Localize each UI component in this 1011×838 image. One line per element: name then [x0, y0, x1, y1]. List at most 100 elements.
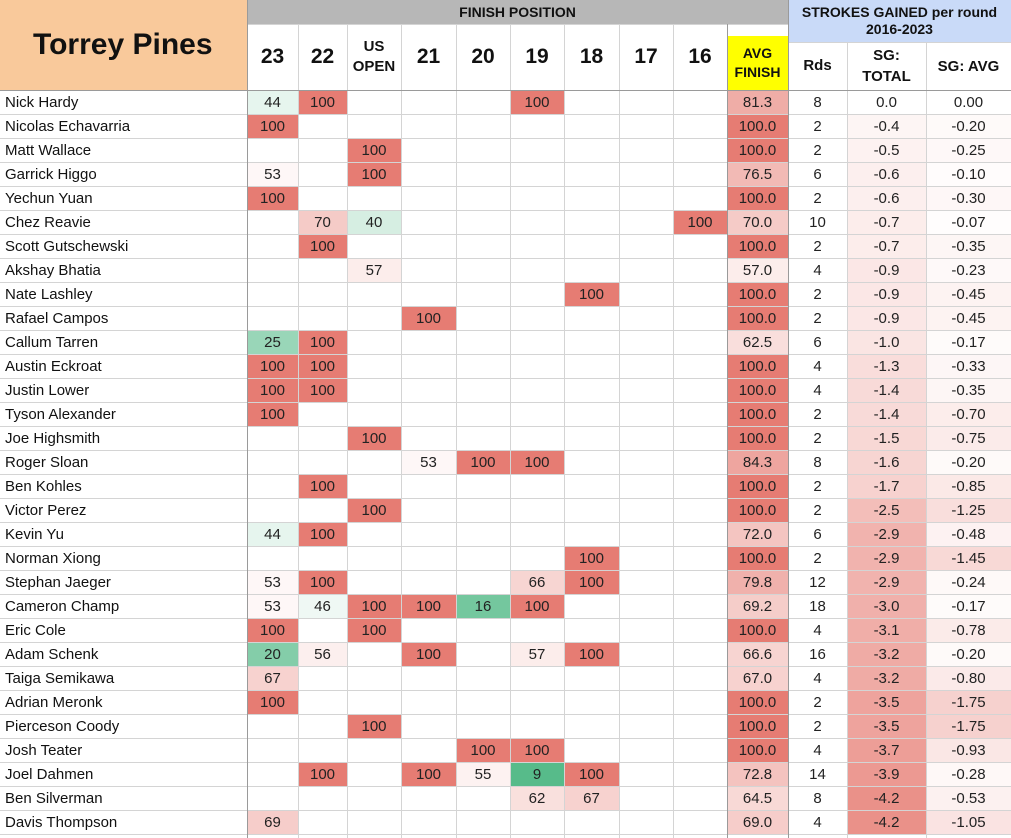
finish-cell: [673, 330, 727, 354]
finish-cell: [564, 810, 619, 834]
sg-avg-cell: -1.75: [926, 690, 1011, 714]
finish-cell: [401, 570, 456, 594]
finish-cell: [619, 786, 673, 810]
rounds-cell: 4: [813, 261, 822, 279]
finish-cell: [510, 138, 564, 162]
finish-cell: [510, 114, 564, 138]
finish-cell: 40: [347, 210, 401, 234]
row-divider: [0, 594, 1011, 595]
finish-cell: [673, 618, 727, 642]
col-divider: [247, 0, 248, 838]
finish-cell: [510, 522, 564, 546]
finish-cell: 16: [456, 594, 510, 618]
finish-cell: [401, 186, 456, 210]
finish-cell: [564, 162, 619, 186]
finish-cell: [298, 498, 347, 522]
avg-finish-cell: 72.0: [727, 522, 788, 546]
row-divider: [0, 186, 1011, 187]
sg-total-cell: -1.3: [847, 354, 926, 378]
finish-cell: 100: [247, 114, 298, 138]
player-name: Justin Lower: [5, 381, 90, 399]
finish-cell: [401, 690, 456, 714]
finish-cell: [619, 186, 673, 210]
finish-cell: [564, 714, 619, 738]
col-header-rds: Rds: [803, 57, 832, 74]
rounds-cell: 2: [813, 141, 822, 159]
finish-cell: [347, 690, 401, 714]
row-divider: [0, 378, 1011, 379]
finish-cell: 100: [247, 690, 298, 714]
finish-cell: [456, 570, 510, 594]
player-name: Tyson Alexander: [5, 405, 116, 423]
sg-total-cell: -3.2: [847, 666, 926, 690]
finish-cell: [673, 450, 727, 474]
finish-cell: [564, 690, 619, 714]
finish-cell: [564, 186, 619, 210]
finish-cell: [619, 738, 673, 762]
finish-cell: [401, 234, 456, 258]
finish-cell: [673, 738, 727, 762]
finish-cell: [456, 378, 510, 402]
finish-cell: [401, 666, 456, 690]
rounds-cell: 10: [809, 213, 826, 231]
col-header-year: 22: [310, 45, 335, 68]
sg-avg-cell: -0.85: [926, 474, 1011, 498]
finish-cell: 100: [247, 378, 298, 402]
finish-cell: [298, 450, 347, 474]
player-name: Norman Xiong: [5, 549, 101, 567]
finish-cell: [247, 450, 298, 474]
sg-avg-cell: -0.93: [926, 738, 1011, 762]
sheet-title: Torrey Pines: [0, 0, 247, 90]
finish-cell: [347, 474, 401, 498]
sg-avg-cell: -0.45: [926, 282, 1011, 306]
finish-cell: [347, 282, 401, 306]
finish-cell: 53: [247, 594, 298, 618]
finish-cell: [247, 714, 298, 738]
finish-cell: [673, 474, 727, 498]
finish-cell: [347, 666, 401, 690]
finish-cell: [564, 450, 619, 474]
finish-cell: [347, 522, 401, 546]
finish-cell: [619, 90, 673, 114]
finish-cell: 53: [401, 450, 456, 474]
finish-cell: [619, 810, 673, 834]
finish-cell: 100: [401, 594, 456, 618]
finish-cell: [401, 498, 456, 522]
sg-avg-cell: -0.20: [926, 114, 1011, 138]
player-name: Scott Gutschewski: [5, 237, 129, 255]
finish-cell: [619, 474, 673, 498]
finish-cell: [456, 306, 510, 330]
finish-cell: [456, 210, 510, 234]
finish-cell: [401, 402, 456, 426]
player-name: Joel Dahmen: [5, 765, 94, 783]
avg-finish-cell: 84.3: [727, 450, 788, 474]
player-name: Nick Hardy: [5, 93, 79, 111]
row-divider: [0, 354, 1011, 355]
rounds-cell: 6: [813, 525, 822, 543]
sg-total-cell: -4.2: [847, 810, 926, 834]
finish-cell: [510, 282, 564, 306]
col-header-year: 17: [634, 45, 658, 68]
finish-cell: [401, 738, 456, 762]
player-name: Victor Perez: [5, 501, 87, 519]
finish-cell: [619, 690, 673, 714]
row-divider: [0, 258, 1011, 259]
finish-cell: [347, 546, 401, 570]
col-divider: [926, 42, 927, 838]
finish-cell: 20: [247, 642, 298, 666]
finish-cell: [298, 138, 347, 162]
finish-cell: [619, 114, 673, 138]
finish-cell: 100: [564, 642, 619, 666]
avg-finish-cell: 100.0: [727, 354, 788, 378]
row-divider: [0, 330, 1011, 331]
finish-cell: [619, 666, 673, 690]
player-name: Joe Highsmith: [5, 429, 101, 447]
avg-finish-cell: 79.8: [727, 570, 788, 594]
finish-cell: [673, 354, 727, 378]
finish-cell: [673, 426, 727, 450]
finish-cell: [401, 618, 456, 642]
rounds-cell: 8: [813, 453, 822, 471]
row-divider: [0, 234, 1011, 235]
finish-cell: [673, 378, 727, 402]
